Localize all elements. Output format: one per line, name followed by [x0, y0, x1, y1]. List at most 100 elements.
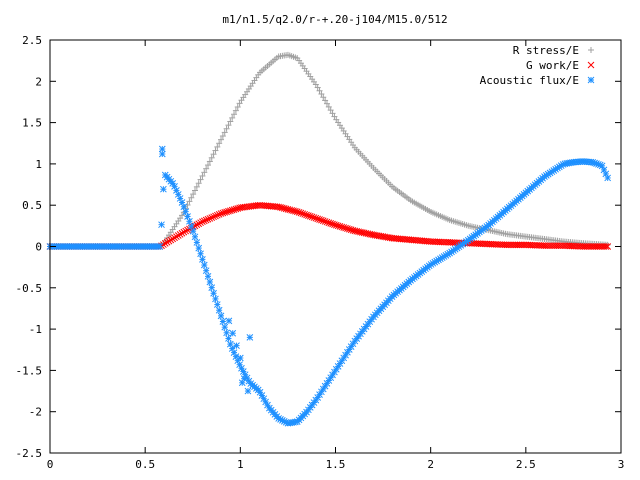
series-1-point	[219, 133, 226, 140]
series-1-point	[316, 87, 323, 94]
legend-marker-1	[588, 47, 594, 53]
y-tick-label: 2	[35, 75, 42, 88]
x-tick-label: 3	[618, 458, 625, 471]
series-2-point	[165, 237, 173, 245]
series-2-point	[223, 208, 230, 216]
series-2-point	[332, 221, 340, 229]
x-tick-label: 2	[427, 458, 434, 471]
series-3-point	[239, 368, 247, 375]
series-2-point	[182, 227, 190, 235]
series-3-point	[156, 243, 164, 250]
series-3-point	[225, 317, 233, 325]
legend-marker-3	[587, 76, 595, 84]
axis-layer: 0 0.5 1 1.5 2 2.5 3 -2.5 -2 -1.5 -1 -0.5 0 0.5 1 1.5 2 2.…	[16, 34, 625, 471]
series-1-point	[232, 107, 239, 114]
series-2-point	[174, 232, 182, 239]
y-tick-label: -2.5	[16, 447, 43, 460]
series-3-point	[238, 379, 246, 387]
series-2-point	[161, 240, 169, 247]
series-1-point	[205, 162, 212, 169]
series-3-point	[213, 301, 221, 308]
series-2-point	[325, 219, 333, 227]
series-1-point	[193, 183, 200, 190]
series-1-point	[231, 111, 238, 118]
series-1-point	[201, 169, 208, 176]
series-2-point	[195, 220, 203, 228]
y-tick-label: -2	[29, 406, 42, 419]
series-2-point	[329, 220, 336, 228]
series-2-point	[312, 214, 320, 222]
series-2-point	[199, 218, 206, 226]
series-2-point	[604, 243, 612, 250]
series-2-point	[295, 209, 303, 216]
legend-marker-2	[587, 61, 595, 69]
series-3-point	[233, 342, 240, 349]
series-1-point	[216, 140, 223, 147]
x-tick-label: 0	[47, 458, 54, 471]
series-1-point	[197, 176, 204, 183]
series-2-point	[297, 209, 305, 217]
series-2-point	[314, 215, 322, 223]
legend-label-1: R stress/E	[513, 44, 579, 57]
series-2-point	[163, 238, 171, 246]
series-3-point	[202, 267, 210, 275]
series-2-point	[347, 226, 355, 234]
series-1-point	[190, 191, 197, 198]
series-3-point	[199, 256, 206, 263]
series-2-point	[334, 222, 342, 230]
series-2-point	[338, 223, 346, 231]
series-2-point	[319, 217, 327, 225]
series-2-point	[212, 212, 219, 220]
legend: R stress/E G work/E Acoustic flux/E	[480, 44, 595, 87]
series-2-point	[173, 233, 180, 240]
x-tick-label: 0.5	[135, 458, 155, 471]
series-2-point	[225, 207, 232, 215]
series-1-point	[312, 81, 319, 88]
series-1-point	[210, 151, 217, 158]
series-3-point	[229, 329, 237, 337]
series-1-point	[314, 84, 321, 91]
legend-label-2: G work/E	[526, 59, 579, 72]
series-3-point	[219, 318, 227, 325]
y-tick-label: -0.5	[16, 282, 43, 295]
series-3-point	[195, 244, 203, 252]
series-2-point	[210, 213, 217, 221]
series-3-point	[160, 185, 167, 193]
series-1-point	[236, 100, 243, 107]
series-2-point	[342, 224, 349, 232]
series-2-point	[228, 206, 236, 214]
series-2-point	[230, 206, 238, 213]
series-3-point	[212, 295, 219, 303]
series-2-point	[217, 210, 225, 217]
series-3-point	[225, 335, 232, 342]
y-tick-label: 1	[35, 158, 42, 171]
series-2-point	[340, 224, 348, 231]
series-2-point	[171, 234, 178, 242]
series-3-point	[236, 354, 244, 362]
series-1-point	[221, 129, 228, 136]
series-2-point	[204, 215, 212, 223]
series-2-point	[176, 230, 184, 238]
series-1-point	[318, 90, 325, 97]
series-1-point	[323, 100, 330, 107]
series-1-point	[218, 136, 225, 143]
series-3-point	[215, 306, 223, 314]
series-2-point	[169, 235, 177, 243]
x-tick-label: 1	[237, 458, 244, 471]
series-1-point	[322, 97, 329, 104]
series-1-point	[327, 107, 334, 114]
series-2-point	[602, 243, 610, 250]
series-3-point	[204, 272, 212, 280]
series-1-point	[223, 125, 230, 132]
series-3-point	[604, 174, 612, 182]
y-tick-label: -1.5	[16, 364, 43, 377]
series-3-point	[200, 261, 208, 269]
series-3-point	[246, 334, 254, 341]
series-1-point	[199, 172, 206, 179]
series-2-point	[200, 217, 208, 225]
series-3-point	[217, 312, 225, 320]
y-tick-label: 2.5	[22, 34, 42, 47]
series-2-point	[303, 211, 310, 219]
series-3-point	[223, 329, 230, 337]
series-2-point	[336, 223, 344, 230]
